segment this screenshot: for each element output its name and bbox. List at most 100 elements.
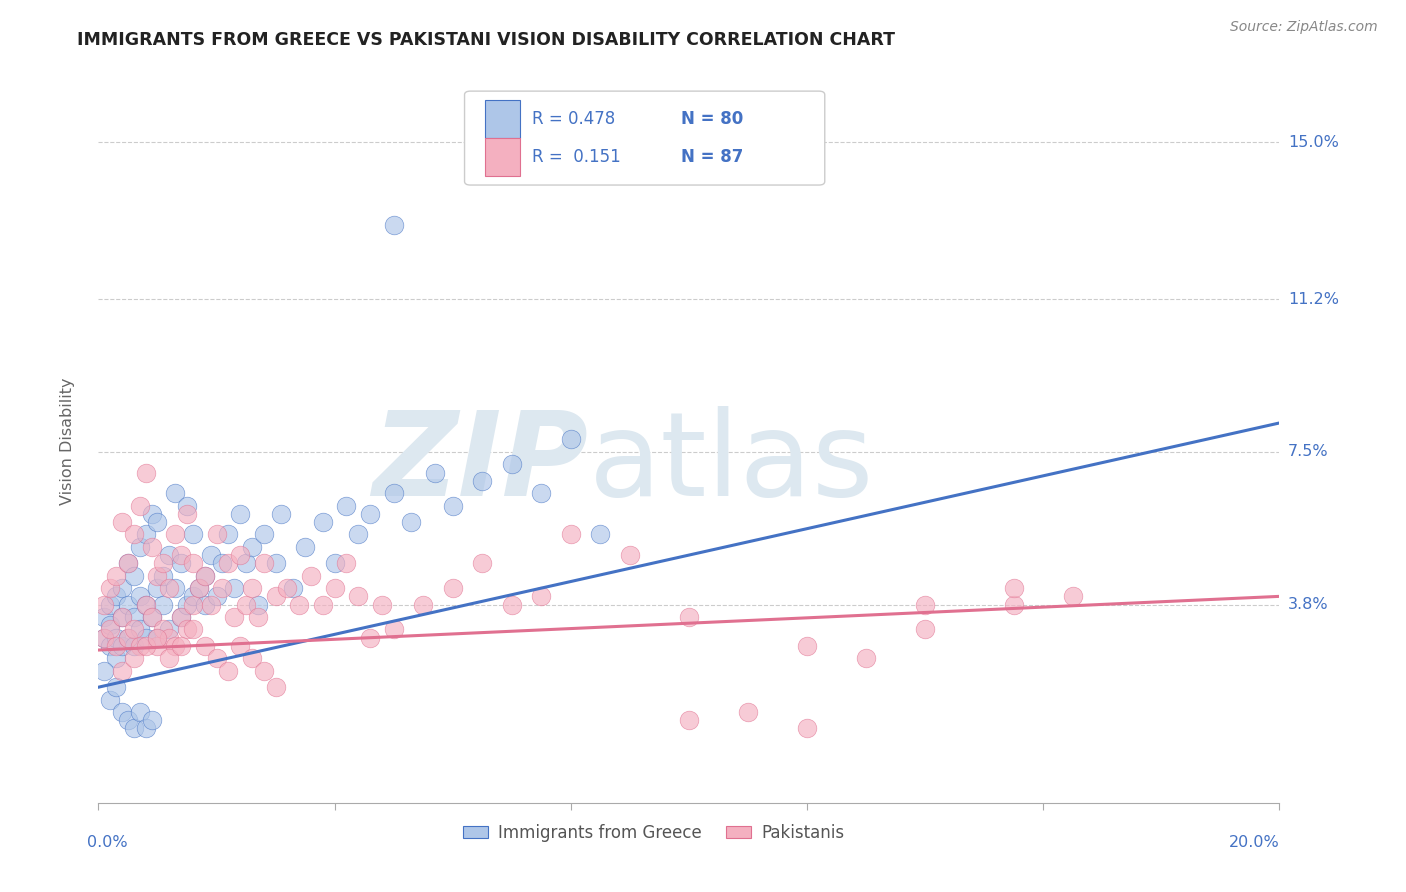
Point [122,623,145,637]
Point [111,610,134,624]
Point [187,581,209,595]
Point [441,499,464,513]
Point [157,548,180,562]
Point [181,598,204,612]
Point [194,568,217,582]
Point [93,631,115,645]
Text: R = 0.478: R = 0.478 [531,110,614,128]
Point [98,581,121,595]
Point [98,623,121,637]
Point [135,639,157,653]
Point [146,631,169,645]
Point [229,548,252,562]
Point [294,540,316,554]
Point [205,590,228,604]
Text: 3.8%: 3.8% [1288,597,1329,612]
Point [229,507,252,521]
Point [128,623,150,637]
Point [157,623,180,637]
Point [914,623,936,637]
Point [283,581,305,595]
Point [253,664,276,678]
Text: N = 87: N = 87 [681,148,742,166]
Point [253,557,276,571]
Point [117,713,139,727]
Point [200,598,222,612]
Point [276,581,298,595]
Text: Source: ZipAtlas.com: Source: ZipAtlas.com [1230,20,1378,34]
Point [176,623,198,637]
Point [98,618,121,632]
Point [224,610,246,624]
Point [235,557,257,571]
FancyBboxPatch shape [464,91,825,185]
Point [117,557,139,571]
Point [128,499,150,513]
Point [165,527,187,541]
Point [217,527,239,541]
Point [111,664,134,678]
Point [165,581,187,595]
Point [560,433,582,447]
Text: atlas: atlas [589,406,875,521]
Text: 7.5%: 7.5% [1288,444,1329,459]
Text: 15.0%: 15.0% [1288,135,1339,150]
Point [205,527,228,541]
Point [796,722,818,736]
Point [170,548,193,562]
Text: R =  0.151: R = 0.151 [531,148,620,166]
Point [796,639,818,653]
Point [382,218,405,232]
Point [135,527,157,541]
Point [412,598,434,612]
Point [211,557,233,571]
Point [117,598,139,612]
Point [146,568,169,582]
Point [122,527,145,541]
Point [122,651,145,665]
Point [335,499,357,513]
Y-axis label: Vision Disability: Vision Disability [60,378,75,505]
Point [105,639,128,653]
Point [1002,581,1025,595]
Point [141,713,163,727]
Point [737,705,759,719]
Point [135,598,157,612]
Text: IMMIGRANTS FROM GREECE VS PAKISTANI VISION DISABILITY CORRELATION CHART: IMMIGRANTS FROM GREECE VS PAKISTANI VISI… [77,31,896,49]
Point [382,623,405,637]
Point [264,557,287,571]
Point [105,590,128,604]
Point [117,557,139,571]
Point [312,515,335,529]
Point [312,598,335,612]
Point [1002,598,1025,612]
Point [93,631,115,645]
Point [359,631,381,645]
Point [678,713,700,727]
Point [224,581,246,595]
Text: 0.0%: 0.0% [87,835,127,850]
Point [181,557,204,571]
Point [501,457,523,471]
Point [157,651,180,665]
Text: N = 80: N = 80 [681,110,742,128]
Point [128,590,150,604]
Point [194,639,217,653]
Point [135,598,157,612]
Point [111,581,134,595]
Point [105,568,128,582]
Point [98,598,121,612]
Point [253,527,276,541]
Point [229,639,252,653]
Point [181,590,204,604]
Point [240,581,263,595]
Point [135,466,157,480]
FancyBboxPatch shape [485,138,520,176]
Point [240,540,263,554]
Point [170,639,193,653]
Point [264,590,287,604]
Point [165,486,187,500]
Point [122,722,145,736]
Point [205,651,228,665]
Point [122,639,145,653]
